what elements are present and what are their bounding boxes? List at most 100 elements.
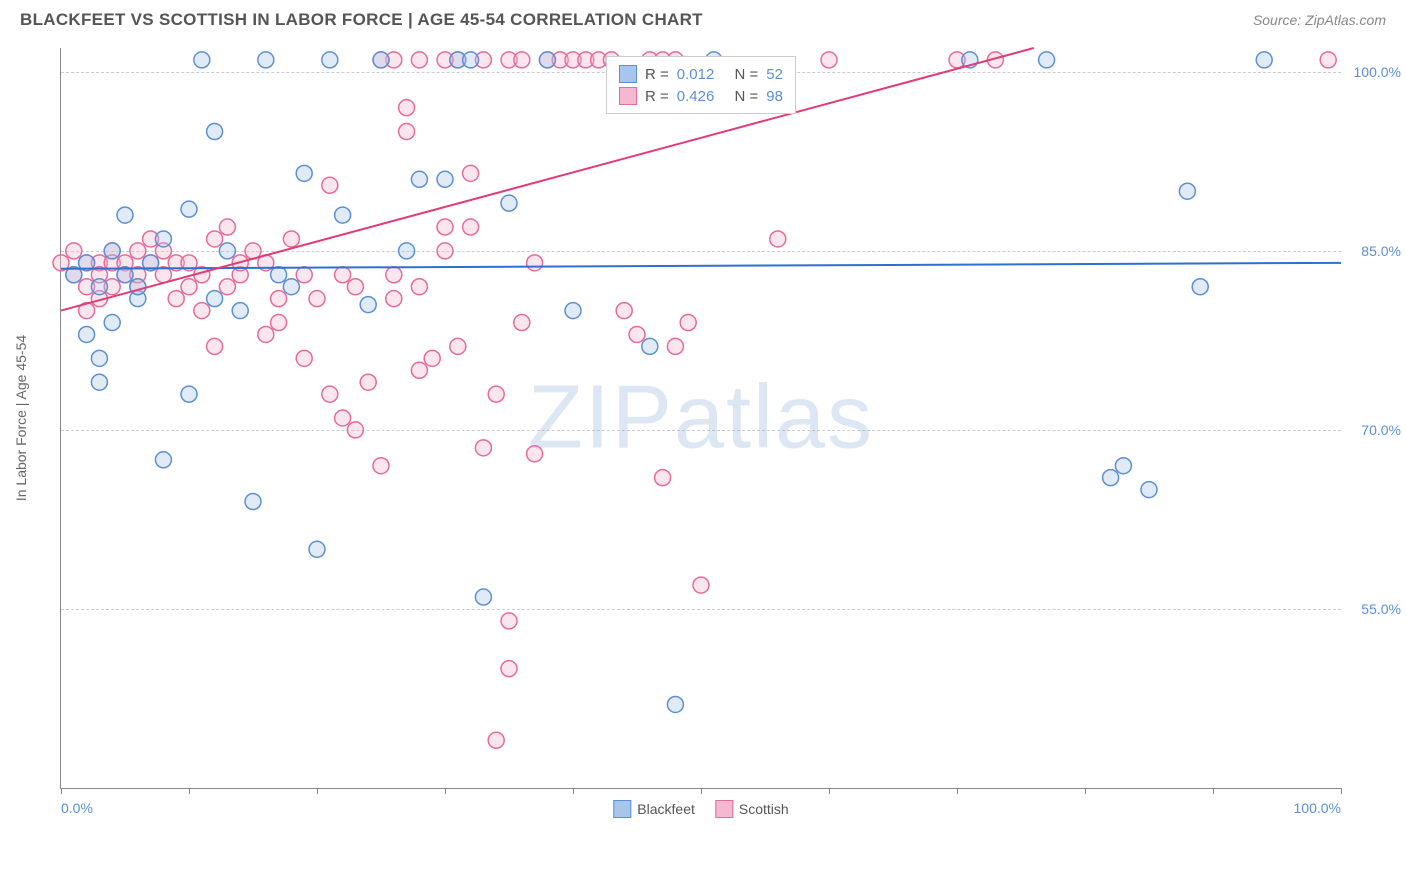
r-label: R = xyxy=(645,66,669,83)
data-point-scottish xyxy=(335,267,351,283)
data-point-scottish xyxy=(629,326,645,342)
source-attribution: Source: ZipAtlas.com xyxy=(1253,12,1386,28)
data-point-blackfeet xyxy=(155,231,171,247)
data-point-scottish xyxy=(514,315,530,331)
data-point-blackfeet xyxy=(207,291,223,307)
x-tick xyxy=(829,788,830,794)
data-point-blackfeet xyxy=(335,207,351,223)
data-point-blackfeet xyxy=(219,243,235,259)
data-point-scottish xyxy=(514,52,530,68)
data-point-scottish xyxy=(411,362,427,378)
y-tick-label: 55.0% xyxy=(1346,601,1401,617)
legend-swatch-blackfeet xyxy=(613,800,631,818)
legend-label-scottish: Scottish xyxy=(739,801,789,817)
data-point-scottish xyxy=(386,267,402,283)
data-point-blackfeet xyxy=(667,696,683,712)
data-point-scottish xyxy=(207,338,223,354)
data-point-blackfeet xyxy=(79,326,95,342)
data-point-scottish xyxy=(437,243,453,259)
data-point-blackfeet xyxy=(104,243,120,259)
data-point-scottish xyxy=(437,219,453,235)
trend-line-blackfeet xyxy=(61,263,1341,269)
legend-item-blackfeet: Blackfeet xyxy=(613,800,695,818)
data-point-scottish xyxy=(527,255,543,271)
data-point-blackfeet xyxy=(283,279,299,295)
data-point-blackfeet xyxy=(1039,52,1055,68)
x-axis-min-label: 0.0% xyxy=(61,800,93,816)
data-point-scottish xyxy=(66,243,82,259)
data-point-scottish xyxy=(296,350,312,366)
chart-title: BLACKFEET VS SCOTTISH IN LABOR FORCE | A… xyxy=(20,10,703,30)
data-point-blackfeet xyxy=(565,303,581,319)
x-tick xyxy=(61,788,62,794)
data-point-scottish xyxy=(347,279,363,295)
legend-label-blackfeet: Blackfeet xyxy=(637,801,695,817)
x-tick xyxy=(1085,788,1086,794)
data-point-scottish xyxy=(347,422,363,438)
data-point-blackfeet xyxy=(463,52,479,68)
data-point-blackfeet xyxy=(309,541,325,557)
data-point-blackfeet xyxy=(411,171,427,187)
data-point-scottish xyxy=(1320,52,1336,68)
data-point-scottish xyxy=(399,100,415,116)
data-point-blackfeet xyxy=(91,374,107,390)
correlation-stats-box: R = 0.012 N = 52 R = 0.426 N = 98 xyxy=(606,56,796,114)
n-label: N = xyxy=(735,88,759,105)
y-tick-label: 85.0% xyxy=(1346,243,1401,259)
x-tick xyxy=(317,788,318,794)
x-tick xyxy=(189,788,190,794)
data-point-scottish xyxy=(463,165,479,181)
data-point-blackfeet xyxy=(1141,482,1157,498)
data-point-scottish xyxy=(181,279,197,295)
data-point-scottish xyxy=(258,326,274,342)
legend: Blackfeet Scottish xyxy=(613,800,788,818)
data-point-blackfeet xyxy=(258,52,274,68)
data-point-blackfeet xyxy=(399,243,415,259)
data-point-scottish xyxy=(168,291,184,307)
data-point-blackfeet xyxy=(232,303,248,319)
data-point-scottish xyxy=(693,577,709,593)
data-point-blackfeet xyxy=(296,165,312,181)
n-value-blackfeet: 52 xyxy=(766,66,783,83)
n-label: N = xyxy=(735,66,759,83)
data-point-blackfeet xyxy=(539,52,555,68)
x-tick xyxy=(573,788,574,794)
data-point-scottish xyxy=(322,386,338,402)
data-point-scottish xyxy=(207,231,223,247)
r-value-scottish: 0.426 xyxy=(677,88,715,105)
x-tick xyxy=(445,788,446,794)
plot-area: In Labor Force | Age 45-54 55.0%70.0%85.… xyxy=(60,48,1341,789)
chart-header: BLACKFEET VS SCOTTISH IN LABOR FORCE | A… xyxy=(0,0,1406,38)
data-point-scottish xyxy=(219,219,235,235)
data-point-scottish xyxy=(501,613,517,629)
data-point-blackfeet xyxy=(437,171,453,187)
data-point-scottish xyxy=(373,458,389,474)
x-axis-max-label: 100.0% xyxy=(1294,800,1341,816)
data-point-scottish xyxy=(296,267,312,283)
data-point-blackfeet xyxy=(181,386,197,402)
data-point-blackfeet xyxy=(1115,458,1131,474)
data-point-scottish xyxy=(194,303,210,319)
y-tick-label: 100.0% xyxy=(1346,64,1401,80)
data-point-scottish xyxy=(399,124,415,140)
chart-container: In Labor Force | Age 45-54 55.0%70.0%85.… xyxy=(60,48,1386,818)
data-point-scottish xyxy=(411,52,427,68)
data-point-scottish xyxy=(475,440,491,456)
stats-row-scottish: R = 0.426 N = 98 xyxy=(619,85,783,107)
data-point-scottish xyxy=(309,291,325,307)
data-point-blackfeet xyxy=(245,494,261,510)
data-point-scottish xyxy=(770,231,786,247)
data-point-blackfeet xyxy=(194,52,210,68)
data-point-blackfeet xyxy=(373,52,389,68)
data-point-scottish xyxy=(130,243,146,259)
r-value-blackfeet: 0.012 xyxy=(677,66,715,83)
data-point-scottish xyxy=(501,661,517,677)
data-point-scottish xyxy=(450,338,466,354)
data-point-blackfeet xyxy=(91,279,107,295)
data-point-blackfeet xyxy=(1179,183,1195,199)
data-point-scottish xyxy=(821,52,837,68)
legend-item-scottish: Scottish xyxy=(715,800,789,818)
stats-row-blackfeet: R = 0.012 N = 52 xyxy=(619,63,783,85)
y-axis-title: In Labor Force | Age 45-54 xyxy=(13,335,29,501)
data-point-blackfeet xyxy=(322,52,338,68)
